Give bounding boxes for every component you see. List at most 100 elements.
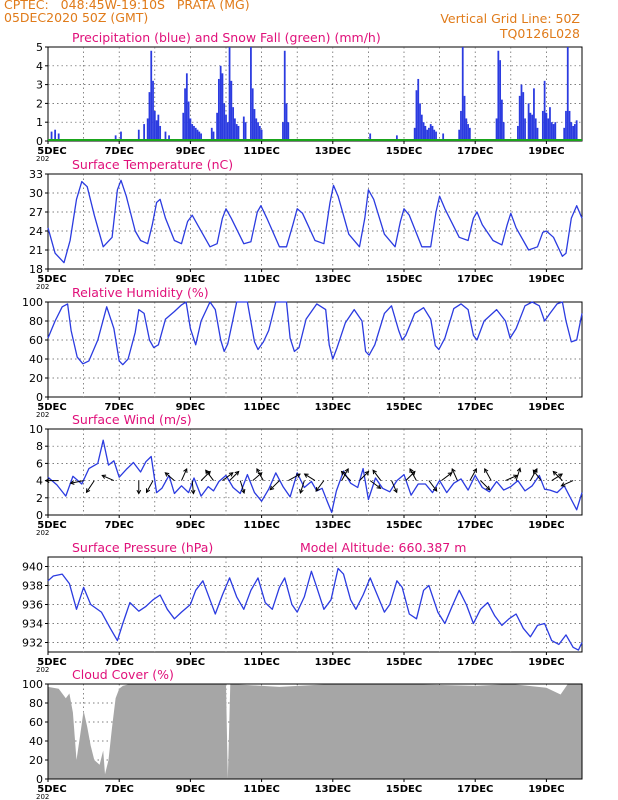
pressure-xtick-label: 11DEC <box>243 657 279 668</box>
wind-xtick-label: 17DEC <box>457 520 493 531</box>
precip-bar <box>137 129 140 141</box>
wind-vector-arrow <box>146 480 154 494</box>
precip-bar <box>57 133 60 141</box>
precip-bar <box>533 88 535 141</box>
precip-bar <box>420 114 423 141</box>
precip-bar <box>495 118 498 141</box>
precip-bar <box>524 118 526 141</box>
humidity-ytick-label: 80 <box>29 315 43 328</box>
precip-bar <box>369 133 372 141</box>
humidity-xtick-label: 11DEC <box>243 402 279 413</box>
wind-vector-arrow <box>359 470 370 481</box>
precip-ytick-label: 0 <box>36 135 43 148</box>
humidity-title: Relative Humidity (%) <box>72 285 209 300</box>
humidity-xtick-label: 15DEC <box>386 402 422 413</box>
precip-bar <box>234 118 236 141</box>
precip-bar <box>282 122 284 141</box>
wind-line <box>47 439 583 514</box>
precip-bar <box>251 88 254 141</box>
wind-year-label: 202 <box>36 529 49 537</box>
wind-vector-arrow <box>252 472 263 481</box>
precip-bar <box>549 107 551 141</box>
precip-bar <box>182 112 185 141</box>
precip-bar <box>258 125 261 141</box>
precip-xtick-label: 19DEC <box>528 146 564 157</box>
precip-bar <box>422 122 425 141</box>
precip-bar <box>531 114 534 141</box>
precip-bar <box>226 122 229 141</box>
precip-bar <box>467 124 469 141</box>
temperature-ytick-label: 33 <box>29 168 43 181</box>
precip-bar <box>191 124 194 141</box>
cloud-ytick-label: 80 <box>29 697 43 710</box>
temperature-line <box>47 179 583 264</box>
wind-vector-arrow <box>552 470 563 481</box>
wind-vector-arrow <box>85 480 95 494</box>
wind-xtick-label: 13DEC <box>315 520 351 531</box>
precip-bar <box>196 129 199 141</box>
precip-bar <box>552 124 555 141</box>
wind-vector-arrow <box>256 468 264 481</box>
wind-ytick-label: 4 <box>36 475 43 488</box>
precip-bar <box>232 107 235 141</box>
precip-bar <box>435 131 437 141</box>
wind-frame <box>47 428 583 516</box>
precip-bar <box>216 112 218 141</box>
precip-bar <box>217 78 220 141</box>
temperature-ytick-label: 24 <box>29 225 43 238</box>
cloud-xtick-label: 11DEC <box>243 784 279 795</box>
wind-vector-arrow <box>269 480 280 491</box>
precip-bar <box>573 124 576 141</box>
cloud-xtick-label: 9DEC <box>176 784 205 795</box>
precip-ytick-label: 4 <box>36 60 43 73</box>
cloud-xtick-label: 17DEC <box>457 784 493 795</box>
precip-bar <box>395 135 398 141</box>
wind-panel: Surface Wind (m/s) 0 2 4 6 8 10 5DEC 7DEC 9DEC 11D… <box>29 412 583 537</box>
pressure-xtick-label: 5DEC <box>37 657 66 668</box>
wind-vector-arrow <box>340 470 351 481</box>
precip-bar <box>575 120 578 141</box>
wind-vector-arrow <box>205 469 214 481</box>
humidity-xtick-label: 17DEC <box>457 402 493 413</box>
precip-bar <box>442 133 445 141</box>
cloud-xtick-label: 15DEC <box>386 784 422 795</box>
cloud-xtick-label: 5DEC <box>37 784 66 795</box>
precip-bar <box>565 110 567 141</box>
precip-bar <box>152 80 154 141</box>
wind-vector-arrow <box>532 469 542 481</box>
wind-vector-arrow <box>164 472 175 481</box>
wind-vector-arrow <box>372 469 382 481</box>
precip-bar <box>194 127 197 141</box>
model-id: TQ0126L028 <box>499 26 580 41</box>
cloud-cover-area <box>48 684 582 779</box>
cloud-frame-top <box>47 683 583 780</box>
wind-ytick-label: 6 <box>36 457 43 470</box>
wind-vector-arrow <box>391 480 398 494</box>
temperature-xtick-label: 17DEC <box>457 274 493 285</box>
precip-bar <box>426 129 429 141</box>
wind-vector-arrow <box>44 478 59 483</box>
humidity-ytick-label: 0 <box>36 391 43 404</box>
wind-xtick-label: 19DEC <box>528 520 564 531</box>
humidity-year-label: 202 <box>36 411 49 419</box>
precip-bar <box>413 127 416 141</box>
precip-bar <box>212 131 215 141</box>
precip-bar <box>223 103 226 141</box>
precip-bar <box>150 50 153 142</box>
precip-bar <box>468 127 471 141</box>
wind-vector-arrow <box>469 467 477 481</box>
wind-vector-arrow <box>299 480 305 494</box>
cloud-xtick-label: 7DEC <box>104 784 133 795</box>
pressure-ytick-label: 938 <box>22 580 43 593</box>
humidity-xtick-label: 7DEC <box>104 402 133 413</box>
pressure-ytick-label: 934 <box>22 618 43 631</box>
humidity-ytick-label: 100 <box>22 296 43 309</box>
precip-bar <box>120 131 122 141</box>
wind-vector-arrow <box>239 480 246 495</box>
wind-title: Surface Wind (m/s) <box>72 412 192 427</box>
humidity-xtick-label: 19DEC <box>528 402 564 413</box>
wind-vector-arrow <box>409 467 417 481</box>
temperature-xtick-label: 15DEC <box>386 274 422 285</box>
grid-line-note: Vertical Grid Line: 50Z <box>440 11 580 26</box>
temperature-xtick-label: 5DEC <box>37 274 66 285</box>
